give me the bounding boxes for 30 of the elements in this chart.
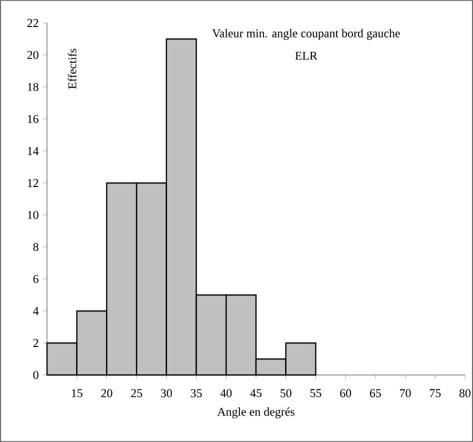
- y-tick-label: 20: [27, 50, 38, 60]
- y-tick-label: 2: [33, 339, 38, 347]
- text: ELR: [295, 52, 318, 60]
- x-tick-label: 45: [250, 389, 262, 398]
- x-tick-label: 30: [161, 389, 172, 398]
- y-tick-label: 10: [28, 210, 38, 220]
- x-tick-label: 35: [190, 389, 202, 398]
- y-tick-label: 4: [33, 307, 39, 315]
- x-tick-label: 80: [459, 389, 471, 398]
- x-tick-label: 60: [340, 389, 352, 398]
- x-tick-label: 40: [220, 389, 232, 398]
- y-tick-label: 16: [28, 114, 38, 124]
- y-tick-label: 0: [33, 370, 38, 380]
- y-axis-title: Effectifs: [68, 48, 76, 89]
- y-tick-label: 14: [28, 147, 39, 155]
- x-tick-label: 20: [101, 389, 112, 398]
- x-tick-label: 15: [72, 389, 82, 398]
- y-tick-label: 12: [28, 179, 38, 187]
- x-axis-title: Angle en degrés: [217, 407, 294, 418]
- y-tick-label: 8: [33, 242, 38, 252]
- y-tick-label: 18: [28, 82, 38, 92]
- x-tick-label: 75: [430, 389, 441, 398]
- x-tick-label: 50: [280, 389, 292, 398]
- x-tick-label: 55: [310, 389, 322, 398]
- chart-title: Valeur min. angle coupant bord gauche: [212, 28, 400, 40]
- x-tick-label: 70: [400, 389, 411, 398]
- y-tick-label: 22: [27, 19, 38, 27]
- x-tick-label: 25: [131, 389, 142, 398]
- y-tick-label: 6: [33, 274, 38, 284]
- x-tick-label: 65: [370, 389, 381, 398]
